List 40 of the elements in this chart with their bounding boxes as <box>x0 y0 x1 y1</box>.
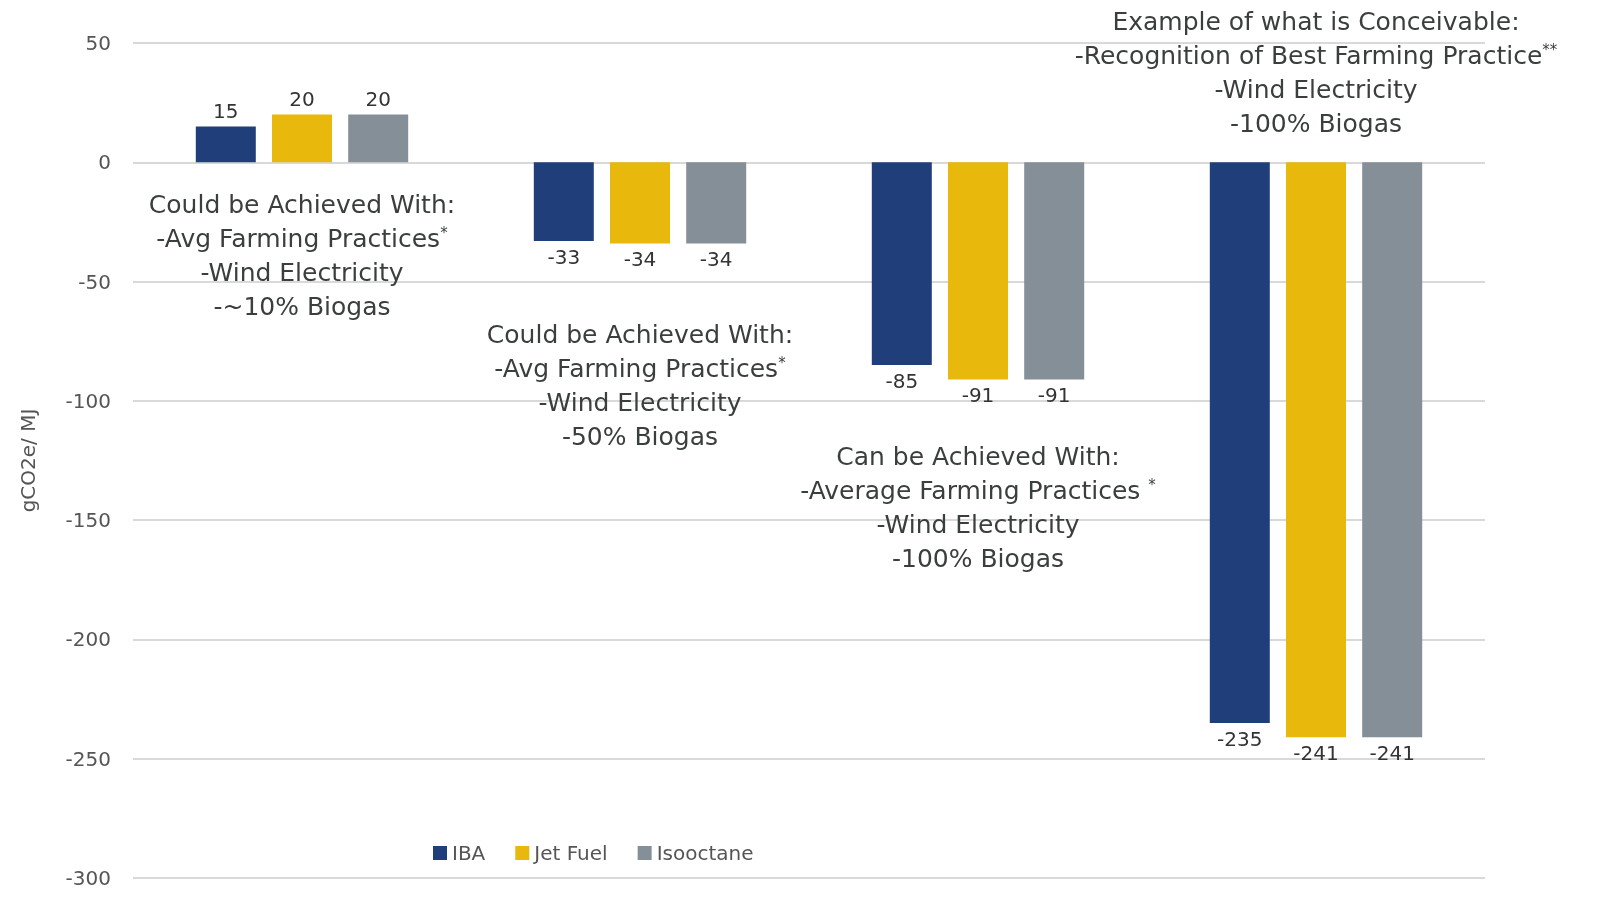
bar <box>533 162 594 242</box>
data-label: -235 <box>1217 726 1263 751</box>
bar <box>1286 162 1346 738</box>
bar <box>948 162 1008 380</box>
y-tick-label: -100 <box>65 388 111 413</box>
y-tick-label: 50 <box>85 31 111 55</box>
y-tick-label: -250 <box>65 746 111 771</box>
data-label: -241 <box>1369 741 1415 766</box>
legend-label: Jet Fuel <box>532 841 608 865</box>
bar <box>348 114 409 163</box>
bar <box>610 162 670 244</box>
y-axis-title: gCO2e/ MJ <box>16 408 40 513</box>
text: Could be Achieved With: -Avg Farming Practices$^{*}$ -Wind Electricity -50% Biogas <box>486 320 794 451</box>
y-tick-label: 0 <box>98 150 111 175</box>
legend-label: IBA <box>452 841 486 865</box>
text: Can be Achieved With: -Average Farming Practices $^{*}$ -Wind Electricity -100% Biogas <box>800 442 1156 573</box>
data-label: 15 <box>213 98 239 123</box>
data-label: -34 <box>623 247 657 272</box>
y-tick-label: -200 <box>65 627 111 652</box>
data-label: 20 <box>365 86 391 111</box>
bar <box>195 126 256 163</box>
bar <box>1362 162 1423 738</box>
data-label: -34 <box>699 247 733 272</box>
text: Example of what is Conceivable: -Recognition of Best Farming Practice$^{**}$ -Wind Electricity -100% Biogas <box>1074 7 1558 138</box>
text: Could be Achieved With: -Avg Farming Practices$^{*}$ -Wind Electricity -~10% Biogas <box>148 190 456 321</box>
data-label: -91 <box>1037 383 1071 408</box>
bar <box>686 162 747 244</box>
data-label: -241 <box>1293 741 1339 766</box>
data-label: -33 <box>547 245 581 270</box>
data-label: -85 <box>885 369 919 394</box>
bar <box>1209 162 1270 723</box>
bar <box>272 114 332 163</box>
y-tick-label: -300 <box>65 866 111 890</box>
legend-label: Isooctane <box>656 841 754 865</box>
data-label: -91 <box>961 383 995 408</box>
data-label: 20 <box>289 86 315 111</box>
bar <box>871 162 932 366</box>
bar <box>1024 162 1085 380</box>
y-tick-label: -50 <box>78 269 111 294</box>
y-tick-label: -150 <box>65 508 111 533</box>
